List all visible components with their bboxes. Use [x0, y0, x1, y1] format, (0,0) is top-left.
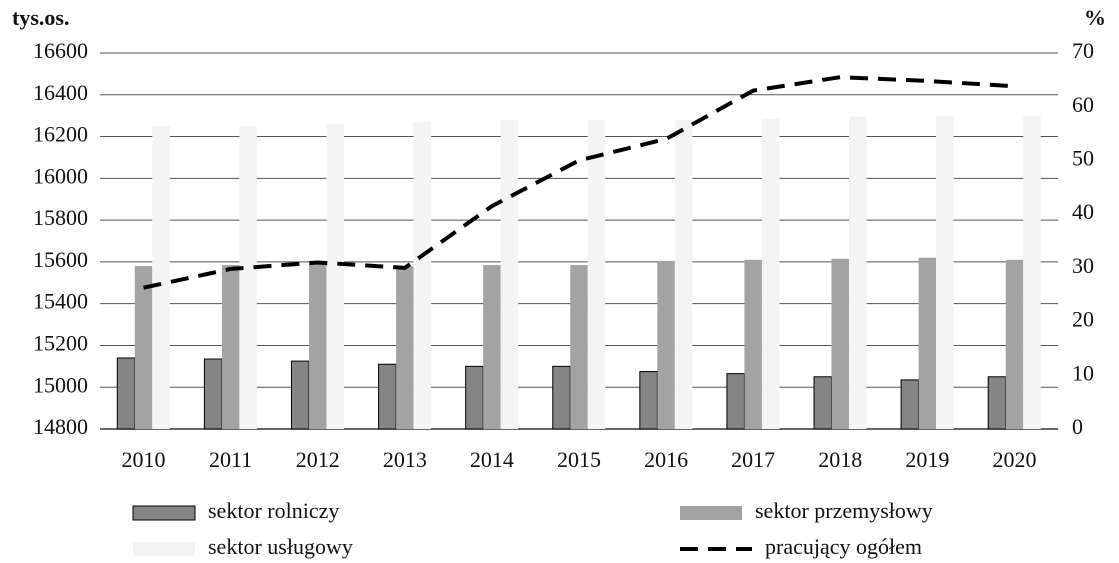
- y-tick-label: 15200: [33, 330, 88, 355]
- bar: [674, 119, 693, 429]
- bar: [221, 265, 240, 429]
- y-tick-label: 15400: [33, 289, 88, 314]
- x-tick-label: 2012: [296, 447, 340, 472]
- y-tick-label: 16200: [33, 122, 88, 147]
- legend-swatch: [133, 542, 195, 556]
- bar: [761, 118, 780, 430]
- y2-tick-label: 50: [1072, 145, 1094, 170]
- x-tick-label: 2019: [905, 447, 949, 472]
- y-tick-label: 15000: [33, 372, 88, 397]
- bar: [849, 116, 867, 429]
- x-tick-label: 2020: [992, 447, 1036, 472]
- y2-axis-label: %: [1084, 5, 1106, 30]
- x-tick-label: 2017: [731, 447, 775, 472]
- bar: [134, 266, 153, 429]
- bar: [987, 376, 1007, 430]
- y-tick-label: 15600: [33, 247, 88, 272]
- y2-tick-label: 30: [1072, 253, 1094, 278]
- bar: [744, 259, 762, 429]
- bar: [1005, 259, 1024, 429]
- x-tick-label: 2018: [818, 447, 862, 472]
- y-tick-label: 15800: [33, 205, 88, 230]
- bar: [639, 371, 658, 430]
- y2-tick-label: 40: [1072, 199, 1094, 224]
- y2-tick-label: 60: [1072, 92, 1094, 117]
- x-tick-label: 2013: [383, 447, 427, 472]
- line-series: [143, 75, 1015, 290]
- bar: [396, 266, 414, 429]
- x-tick-label: 2014: [470, 447, 514, 472]
- x-tick-label: 2011: [209, 447, 252, 472]
- x-tick-label: 2015: [557, 447, 601, 472]
- bar: [552, 365, 571, 430]
- y-tick-label: 16600: [33, 38, 88, 63]
- bar: [465, 365, 484, 430]
- bar: [483, 265, 501, 429]
- x-tick-label: 2016: [644, 447, 688, 472]
- legend-label: sektor usługowy: [208, 534, 353, 559]
- bar: [378, 363, 397, 430]
- legend-label: sektor przemysłowy: [755, 498, 933, 523]
- bar: [570, 265, 588, 429]
- bar: [900, 379, 920, 430]
- y2-tick-label: 0: [1072, 414, 1083, 439]
- legend-label: sektor rolniczy: [208, 498, 339, 523]
- bar: [657, 260, 675, 429]
- bar: [831, 258, 850, 429]
- bar: [936, 115, 954, 430]
- x-tick-label: 2010: [122, 447, 166, 472]
- bar: [308, 263, 327, 429]
- bar: [290, 360, 310, 430]
- bar: [587, 119, 606, 429]
- bar: [918, 257, 937, 429]
- bar: [413, 121, 432, 429]
- y-tick-label: 16000: [33, 163, 88, 188]
- bar: [203, 358, 223, 430]
- legend-label: pracujący ogółem: [765, 534, 922, 559]
- bar: [500, 119, 519, 429]
- bar: [239, 126, 257, 429]
- legend-swatch: [680, 506, 742, 520]
- bar: [152, 126, 170, 429]
- bar: [116, 357, 136, 430]
- legend-swatch: [132, 505, 196, 521]
- y-tick-label: 16400: [33, 80, 88, 105]
- y-tick-label: 14800: [33, 414, 88, 439]
- bar: [726, 373, 745, 430]
- y2-tick-label: 10: [1072, 360, 1094, 385]
- y2-tick-label: 20: [1072, 307, 1094, 332]
- bar: [813, 376, 833, 430]
- y-axis-label: tys.os.: [12, 5, 69, 30]
- bar: [1023, 115, 1041, 430]
- bar: [326, 124, 344, 430]
- y2-tick-label: 70: [1072, 38, 1094, 63]
